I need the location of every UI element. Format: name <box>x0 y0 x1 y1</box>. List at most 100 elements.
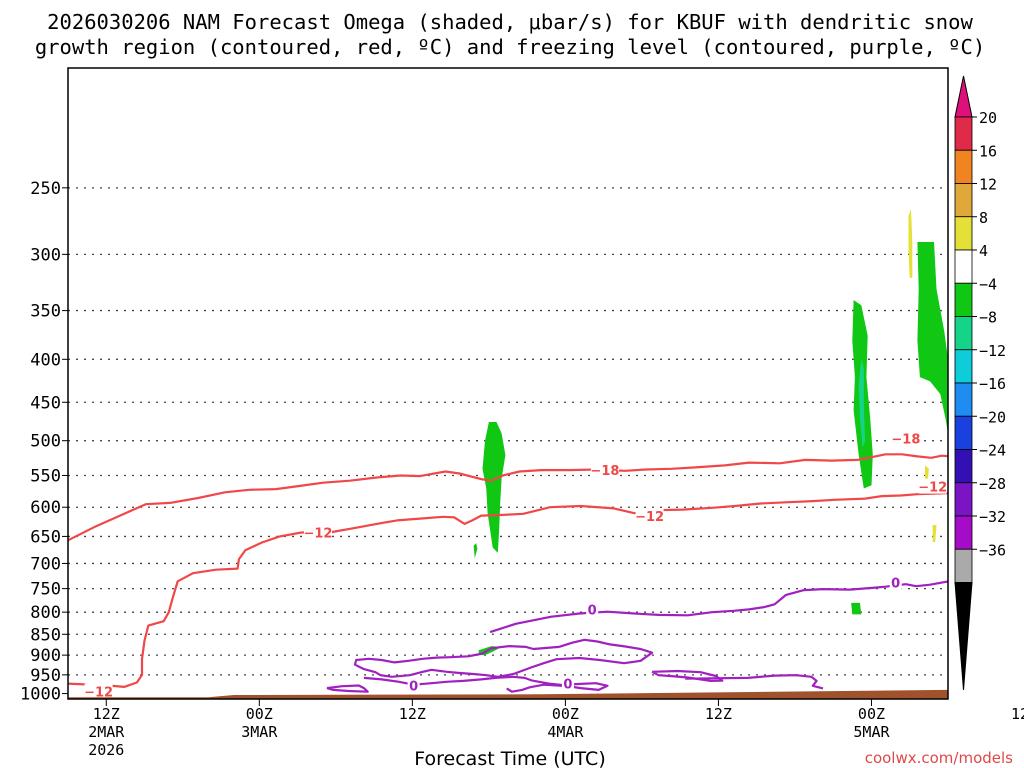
y-tick-label: 300 <box>30 245 61 265</box>
colorbar: 20 16 12 8 4 −4 −8 −12 −16 −20 −24 −28 −32 −36 <box>954 75 1006 691</box>
x-tick-label: 00Z <box>858 705 885 723</box>
y-tick-label: 400 <box>30 350 61 370</box>
y-tick-label: 550 <box>30 466 61 486</box>
colorbar-label: −36 <box>979 541 1006 559</box>
contour-label-bg <box>407 677 420 693</box>
omega-region <box>858 359 866 448</box>
contour-label: −12 <box>303 526 332 541</box>
contour-line <box>353 638 654 678</box>
y-tick-label: 700 <box>30 554 61 574</box>
colorbar-swatch <box>954 316 973 351</box>
colorbar-swatch <box>954 415 973 450</box>
chart-title-line-1: 2026030206 NAM Forecast Omega (shaded, μ… <box>47 10 973 34</box>
y-tick-label: 850 <box>30 625 61 645</box>
colorbar-swatch <box>954 382 973 417</box>
x-tick-label: 12Z <box>93 705 120 723</box>
x-tick-label: 5MAR <box>853 723 890 741</box>
contour-label-bg <box>891 430 920 446</box>
colorbar-swatch <box>954 216 973 251</box>
colorbar-label: 8 <box>979 209 988 227</box>
colorbar-swatch <box>954 548 973 583</box>
temperature-contours: −18 −18 −12 −12 −12 −12 0 0 0 0 <box>68 430 948 700</box>
colorbar-swatch <box>954 249 973 284</box>
y-tick-label: 650 <box>30 527 61 547</box>
x-tick-label: 12Z <box>705 705 732 723</box>
colorbar-label: −8 <box>979 309 997 327</box>
contour-label-bg <box>918 478 947 494</box>
contour-label-bg <box>635 508 664 524</box>
plot-frame <box>67 67 949 700</box>
plot-background <box>68 68 948 699</box>
colorbar-swatch <box>954 349 973 384</box>
y-tick-label: 250 <box>30 179 61 199</box>
contour-label: −12 <box>918 481 947 496</box>
x-tick-label: 2026 <box>88 741 124 759</box>
contour-label-bg <box>84 683 113 699</box>
contour-label: 0 <box>588 603 597 618</box>
omega-region <box>917 242 948 434</box>
x-tick-label: 12Z <box>1011 705 1024 723</box>
chart-title-line-2: growth region (contoured, red, ºC) and f… <box>35 35 985 59</box>
colorbar-label: 12 <box>979 176 997 194</box>
contour-line <box>68 453 948 542</box>
watermark: coolwx.com/models <box>865 749 1013 767</box>
y-tick-label: 600 <box>30 498 61 518</box>
colorbar-label: −32 <box>979 508 1006 526</box>
contour-label: −18 <box>891 433 920 448</box>
y-tick-label: 900 <box>30 646 61 666</box>
y-tick-label: 750 <box>30 580 61 600</box>
contour-line <box>685 674 824 690</box>
contour-line <box>651 669 724 683</box>
contour-label: −12 <box>84 685 113 700</box>
contour-label: 0 <box>891 577 900 592</box>
x-tick-label: 12Z <box>399 705 426 723</box>
contour-label: −12 <box>635 510 664 525</box>
omega-region <box>925 465 929 482</box>
contour-label: −18 <box>590 464 619 479</box>
y-tick-label: 800 <box>30 603 61 623</box>
ground-layer <box>68 689 948 699</box>
colorbar-label: 4 <box>979 242 988 260</box>
contour-line <box>363 675 609 693</box>
colorbar-swatch <box>954 183 973 218</box>
colorbar-label: 20 <box>979 109 997 127</box>
ground-fill <box>68 689 948 699</box>
y-tick-label: 450 <box>30 393 61 413</box>
colorbar-label: −20 <box>979 408 1006 426</box>
omega-region <box>473 543 478 559</box>
contour-label-bg <box>889 574 902 590</box>
x-axis: 12Z2MAR202600Z3MAR12Z00Z4MAR12Z00Z5MAR12… <box>88 699 1024 759</box>
colorbar-label: −12 <box>979 342 1006 360</box>
y-tick-label: 1000 <box>20 685 61 705</box>
contour-label-bg <box>590 462 619 478</box>
colorbar-bottom-arrow <box>954 582 973 691</box>
contour-label: 0 <box>563 678 572 693</box>
colorbar-label: −24 <box>979 442 1006 460</box>
omega-region <box>851 602 862 615</box>
contour-label-bg <box>586 601 599 617</box>
y-tick-label: 500 <box>30 432 61 452</box>
x-tick-label: 00Z <box>246 705 273 723</box>
colorbar-label: 16 <box>979 142 997 160</box>
colorbar-swatch <box>954 149 973 184</box>
x-axis-label: Forecast Time (UTC) <box>414 748 605 768</box>
colorbar-swatch <box>954 449 973 484</box>
y-tick-label: 350 <box>30 302 61 322</box>
y-tick-label: 950 <box>30 666 61 686</box>
omega-region <box>482 422 506 553</box>
contour-label-bg <box>303 524 332 540</box>
colorbar-swatch <box>954 116 973 151</box>
x-tick-label: 2MAR <box>88 723 125 741</box>
omega-region <box>932 525 937 542</box>
colorbar-top-arrow <box>954 75 973 118</box>
omega-shaded-regions <box>473 209 948 656</box>
x-tick-label: 3MAR <box>241 723 278 741</box>
colorbar-label: −28 <box>979 475 1006 493</box>
colorbar-swatch <box>954 482 973 517</box>
omega-region <box>908 209 913 278</box>
gridlines <box>68 187 948 676</box>
colorbar-swatch <box>954 515 973 550</box>
contour-line <box>326 684 369 693</box>
contour-label-bg <box>561 675 574 691</box>
